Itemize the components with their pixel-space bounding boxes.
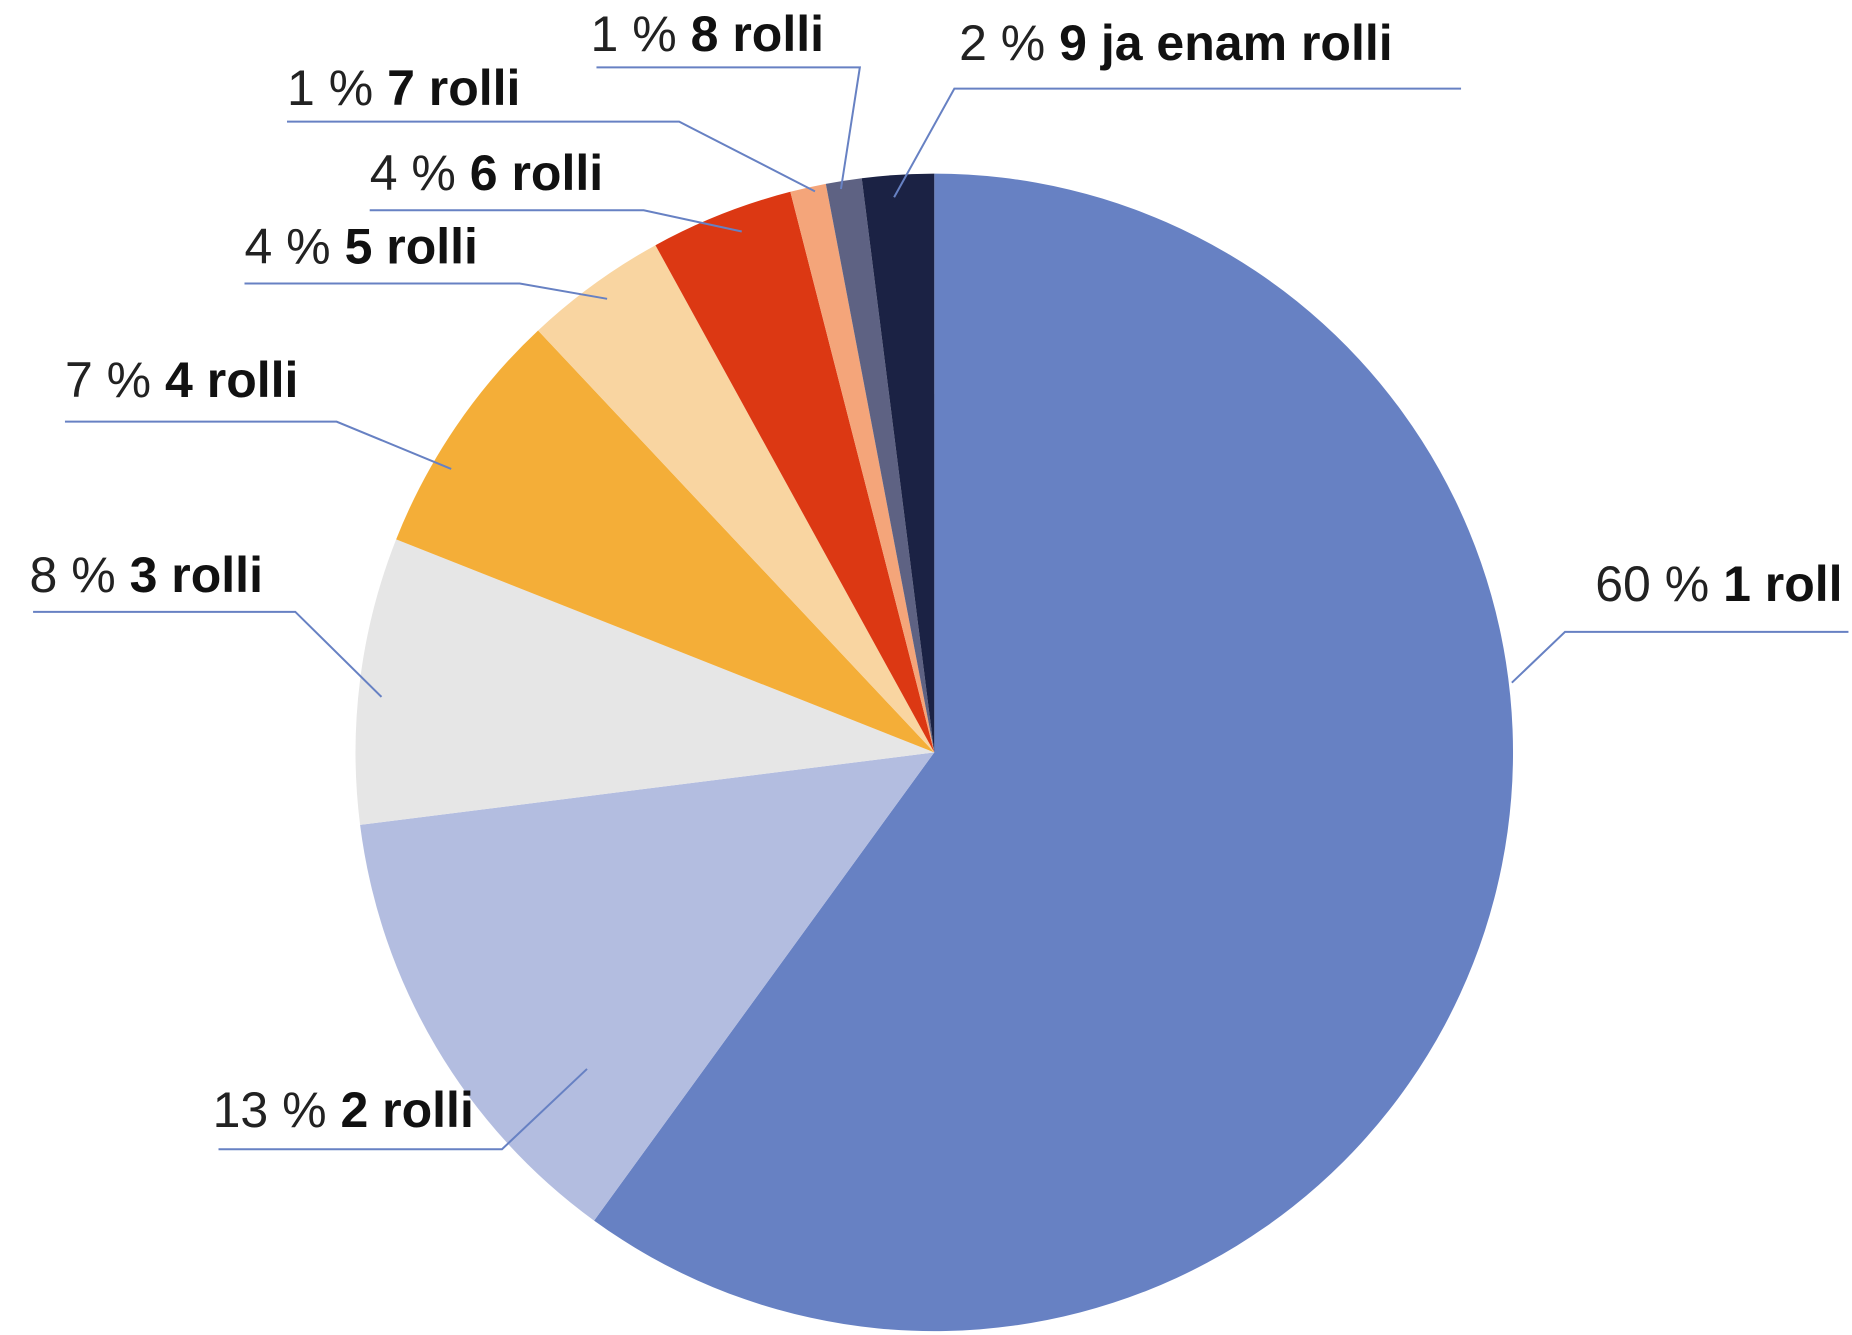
- data-label: 1 % 7 rolli: [287, 60, 520, 116]
- data-label: 4 % 6 rolli: [370, 145, 603, 201]
- leader-line: [218, 1068, 588, 1151]
- category-label: 6 rolli: [470, 145, 603, 201]
- value-label: 13 %: [213, 1082, 327, 1138]
- value-label: 8 %: [30, 547, 116, 603]
- leader-line: [893, 87, 1462, 198]
- pie-slice: [594, 173, 1514, 1332]
- category-label: 8 rolli: [691, 6, 824, 62]
- value-label: 1 %: [287, 60, 373, 116]
- pie-slice: [861, 173, 935, 753]
- data-label: 60 % 1 roll: [1595, 556, 1842, 612]
- category-label: 7 rolli: [387, 60, 520, 116]
- leader-line: [596, 66, 862, 190]
- category-label: 5 rolli: [345, 219, 478, 275]
- pie-slice: [790, 183, 935, 753]
- pie-slice: [360, 752, 935, 1221]
- leader-line: [369, 209, 742, 233]
- value-label: 4 %: [244, 219, 330, 275]
- data-label: 13 % 2 rolli: [213, 1082, 474, 1138]
- pie-slice: [396, 330, 935, 753]
- pie-slice: [538, 245, 935, 753]
- data-label: 1 % 8 rolli: [591, 6, 824, 62]
- value-label: 4 %: [370, 145, 456, 201]
- leader-line: [33, 610, 383, 698]
- leader-line: [1511, 630, 1849, 684]
- category-label: 1 roll: [1723, 556, 1842, 612]
- category-label: 4 rolli: [165, 352, 298, 408]
- leader-line: [64, 420, 452, 470]
- data-label: 2 % 9 ja enam rolli: [959, 15, 1393, 71]
- data-label: 4 % 5 rolli: [244, 219, 477, 275]
- category-label: 2 rolli: [340, 1082, 473, 1138]
- data-label: 8 % 3 rolli: [30, 547, 263, 603]
- value-label: 7 %: [65, 352, 151, 408]
- data-label: 7 % 4 rolli: [65, 352, 298, 408]
- value-label: 1 %: [591, 6, 677, 62]
- pie-slice: [655, 191, 935, 753]
- pie-slice: [825, 178, 935, 753]
- leader-line: [244, 282, 608, 300]
- value-label: 2 %: [959, 15, 1045, 71]
- category-label: 3 rolli: [130, 547, 263, 603]
- leader-line: [287, 120, 816, 193]
- category-label: 9 ja enam rolli: [1059, 15, 1392, 71]
- pie-slice: [355, 539, 935, 825]
- value-label: 60 %: [1595, 556, 1709, 612]
